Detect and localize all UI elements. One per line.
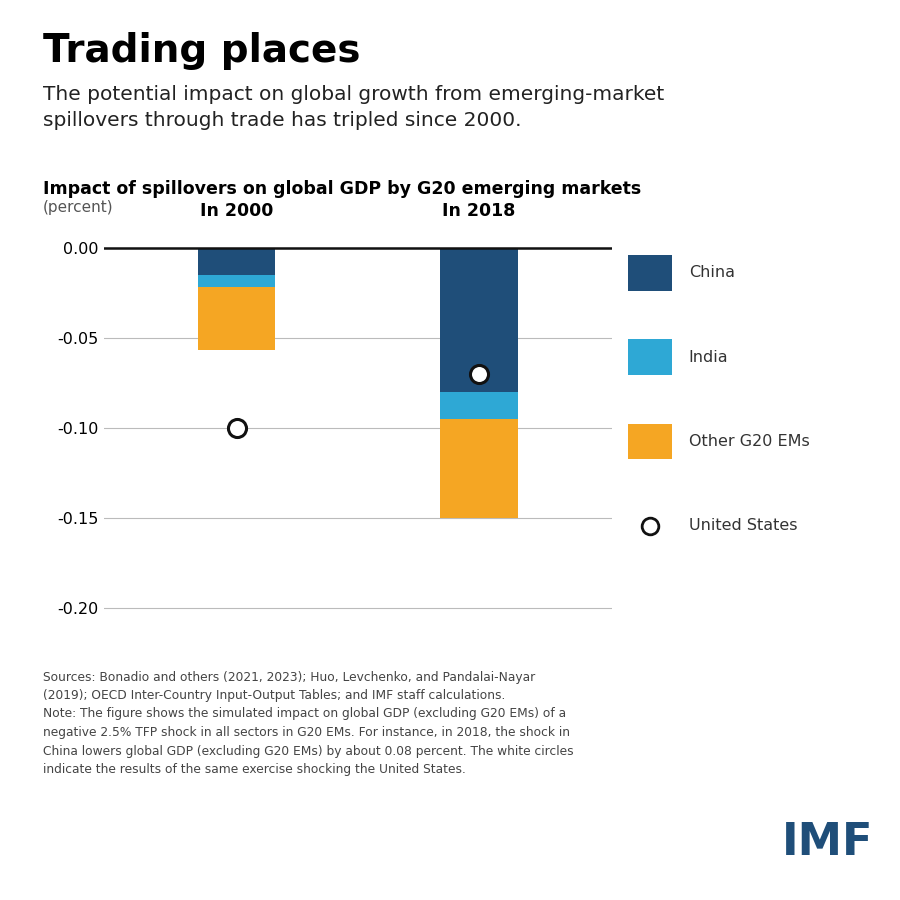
- Text: Trading places: Trading places: [43, 32, 361, 69]
- Text: The potential impact on global growth from emerging-market
spillovers through tr: The potential impact on global growth fr…: [43, 86, 664, 130]
- Text: Other G20 EMs: Other G20 EMs: [688, 434, 809, 449]
- Text: China: China: [688, 266, 734, 281]
- Bar: [440, 248, 517, 392]
- Text: In 2000: In 2000: [200, 202, 274, 220]
- Text: India: India: [688, 349, 728, 364]
- Bar: [440, 392, 517, 418]
- Text: Impact of spillovers on global GDP by G20 emerging markets: Impact of spillovers on global GDP by G2…: [43, 180, 642, 198]
- Text: Sources: Bonadio and others (2021, 2023); Huo, Levchenko, and Pandalai-Nayar
(20: Sources: Bonadio and others (2021, 2023)…: [43, 670, 574, 776]
- Text: (percent): (percent): [43, 200, 113, 215]
- Text: In 2018: In 2018: [442, 202, 516, 220]
- Text: United States: United States: [688, 518, 797, 533]
- Bar: [198, 274, 275, 287]
- Text: IMF: IMF: [782, 821, 874, 864]
- Bar: [198, 287, 275, 350]
- Bar: [440, 418, 517, 518]
- Bar: [198, 248, 275, 274]
